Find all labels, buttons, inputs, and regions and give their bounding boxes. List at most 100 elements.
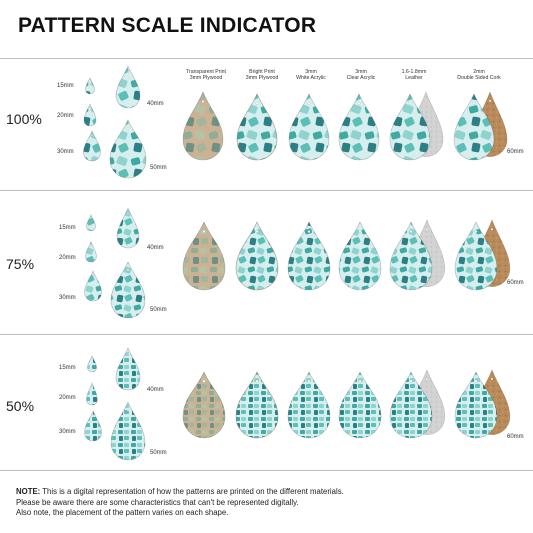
size-label: 60mm — [507, 149, 524, 155]
size-label: 20mm — [59, 395, 76, 401]
jump-ring-hole — [91, 134, 93, 137]
material-swatch — [287, 371, 331, 439]
size-label: 60mm — [507, 280, 524, 286]
jump-ring-hole — [91, 357, 93, 360]
jump-ring-hole — [89, 106, 91, 109]
divider-bottom — [0, 470, 533, 471]
material-swatch — [235, 221, 279, 291]
jump-ring-hole — [357, 101, 361, 105]
material-header-transparent-plywood: Transparent Print 3mm Plywood — [186, 69, 226, 81]
size-swatch — [86, 382, 98, 406]
jump-ring-hole — [307, 230, 311, 233]
jump-ring-hole — [126, 408, 130, 412]
size-swatch — [84, 270, 102, 302]
size-swatch — [85, 77, 95, 95]
size-label: 50mm — [150, 165, 167, 171]
size-label: 30mm — [57, 149, 74, 155]
material-swatch — [454, 221, 498, 291]
jump-ring-hole — [307, 379, 311, 383]
size-label: 60mm — [507, 434, 524, 440]
size-label: 30mm — [59, 295, 76, 301]
size-swatch — [83, 130, 101, 162]
page-title: PATTERN SCALE INDICATOR — [18, 14, 317, 37]
material-swatch — [182, 91, 224, 161]
material-swatch — [389, 93, 431, 161]
material-swatch — [288, 93, 330, 161]
note-label: NOTE: — [16, 487, 41, 496]
note-text: NOTE: This is a digital representation o… — [16, 487, 344, 519]
jump-ring-hole — [474, 230, 478, 233]
size-label: 40mm — [147, 101, 164, 107]
jump-ring-hole — [127, 212, 129, 215]
material-swatch — [287, 221, 331, 291]
jump-ring-hole — [89, 79, 91, 82]
jump-ring-hole — [255, 101, 259, 105]
size-swatch — [115, 347, 141, 391]
size-label: 15mm — [59, 365, 76, 371]
material-header-bright-plywood: Bright Print 3mm Plywood — [245, 69, 279, 81]
jump-ring-hole — [127, 70, 129, 73]
jump-ring-hole — [490, 377, 494, 381]
jump-ring-hole — [408, 101, 412, 105]
jump-ring-hole — [358, 379, 362, 383]
jump-ring-hole — [255, 379, 259, 383]
divider-top — [0, 58, 533, 59]
jump-ring-hole — [126, 268, 130, 272]
jump-ring-hole — [202, 379, 206, 383]
jump-ring-hole — [472, 101, 476, 105]
material-swatch — [235, 371, 279, 439]
jump-ring-hole — [425, 377, 429, 381]
size-label: 40mm — [147, 387, 164, 393]
size-swatch — [116, 207, 140, 249]
size-label: 20mm — [57, 113, 74, 119]
jump-ring-hole — [424, 99, 428, 103]
jump-ring-hole — [255, 230, 259, 233]
size-label: 50mm — [150, 450, 167, 456]
size-swatch — [109, 119, 147, 179]
size-label: 15mm — [59, 225, 76, 231]
note-line-1: This is a digital representation of how … — [42, 487, 344, 496]
size-swatch — [110, 401, 146, 461]
material-header-white-acrylic: 3mm White Acrylic — [296, 69, 326, 81]
material-header-cork: 2mm Double Sided Cork — [457, 69, 501, 81]
size-swatch — [110, 261, 146, 319]
note-line-3: Also note, the placement of the pattern … — [16, 508, 229, 518]
jump-ring-hole — [474, 379, 478, 383]
size-label: 40mm — [147, 245, 164, 251]
material-swatch — [454, 371, 498, 439]
jump-ring-hole — [90, 216, 92, 219]
jump-ring-hole — [488, 99, 492, 103]
material-swatch — [453, 93, 495, 161]
jump-ring-hole — [409, 379, 413, 383]
jump-ring-hole — [425, 228, 429, 231]
material-swatch — [389, 371, 433, 439]
jump-ring-hole — [307, 101, 311, 105]
material-swatch — [182, 371, 226, 439]
note-line-2: Please be aware there are some character… — [16, 497, 299, 507]
jump-ring-hole — [202, 230, 206, 233]
size-swatch — [115, 65, 141, 109]
size-label: 30mm — [59, 429, 76, 435]
jump-ring-hole — [90, 243, 92, 246]
jump-ring-hole — [126, 126, 130, 130]
scale-label-100: 100% — [6, 111, 42, 127]
size-swatch — [85, 241, 97, 263]
size-label: 50mm — [150, 307, 167, 313]
size-swatch — [87, 355, 97, 373]
material-header-clear-acrylic: 3mm Clear Acrylic — [346, 69, 376, 81]
scale-label-75: 75% — [6, 256, 35, 272]
jump-ring-hole — [127, 352, 129, 355]
size-swatch — [83, 103, 97, 127]
material-header-leather: 1.6-1.8mm Leather — [401, 69, 427, 81]
size-swatch — [86, 214, 96, 232]
material-swatch — [338, 93, 380, 161]
size-label: 20mm — [59, 255, 76, 261]
jump-ring-hole — [91, 385, 93, 388]
material-swatch — [389, 221, 433, 291]
divider-row-1 — [0, 190, 533, 191]
jump-ring-hole — [92, 274, 94, 277]
jump-ring-hole — [201, 100, 205, 103]
size-label: 15mm — [57, 83, 74, 89]
divider-row-2 — [0, 334, 533, 335]
